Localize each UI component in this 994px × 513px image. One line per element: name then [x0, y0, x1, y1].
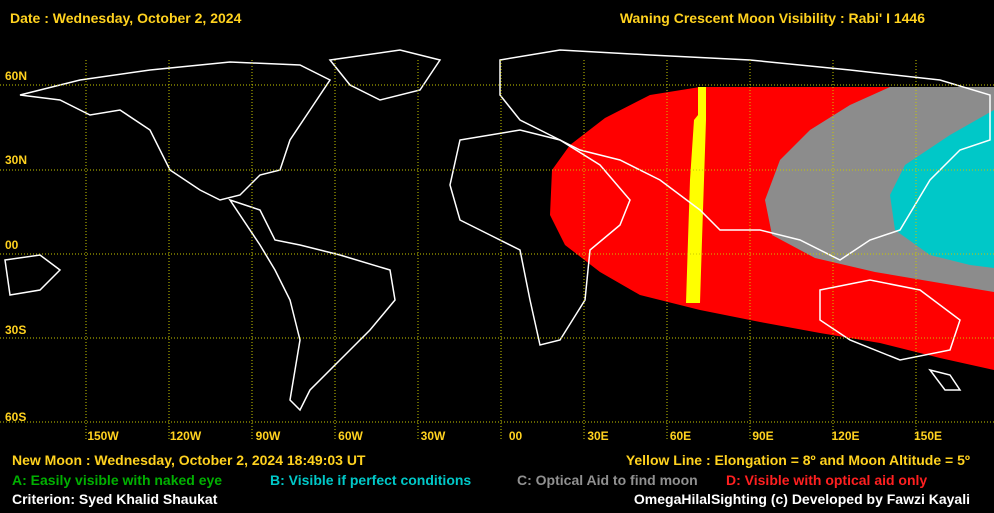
lon-label: 150E — [914, 429, 942, 443]
lon-label: 60E — [670, 429, 691, 443]
lon-label: 90E — [752, 429, 773, 443]
lon-label: 00 — [509, 429, 523, 443]
lat-label: 60S — [5, 410, 26, 424]
criterion: Criterion: Syed Khalid Shaukat — [12, 491, 218, 507]
lon-label: 90W — [256, 429, 281, 443]
lon-label: 60W — [338, 429, 363, 443]
lon-labels: 150W 120W 90W 60W 30W 00 30E 60E 90E 120E 150E — [87, 429, 942, 443]
legend-c: C: Optical Aid to find moon — [517, 472, 698, 488]
graticule — [0, 60, 994, 440]
new-moon: New Moon : Wednesday, October 2, 2024 18… — [12, 452, 366, 468]
credit: OmegaHilalSighting (c) Developed by Fawz… — [634, 491, 970, 507]
yellow-line — [686, 87, 706, 303]
lon-label: 30E — [587, 429, 608, 443]
legend-a: A: Easily visible with naked eye — [12, 472, 222, 488]
coastlines — [4, 49, 991, 412]
legend-b: B: Visible if perfect conditions — [270, 472, 471, 488]
lon-label: 120E — [831, 429, 859, 443]
lat-label: 30N — [5, 153, 27, 167]
title: Waning Crescent Moon Visibility : Rabi' … — [620, 10, 925, 26]
lat-label: 30S — [5, 323, 26, 337]
legend-d: D: Visible with optical aid only — [726, 472, 927, 488]
yellow-line-note: Yellow Line : Elongation = 8º and Moon A… — [626, 452, 970, 468]
lat-labels: 60N 30N 00 30S 60S — [5, 69, 27, 424]
visibility-zones — [550, 87, 994, 370]
lat-label: 60N — [5, 69, 27, 83]
date: Date : Wednesday, October 2, 2024 — [10, 10, 242, 26]
lon-label: 30W — [421, 429, 446, 443]
lon-label: 120W — [170, 429, 202, 443]
lat-label: 00 — [5, 238, 19, 252]
lon-label: 150W — [87, 429, 119, 443]
